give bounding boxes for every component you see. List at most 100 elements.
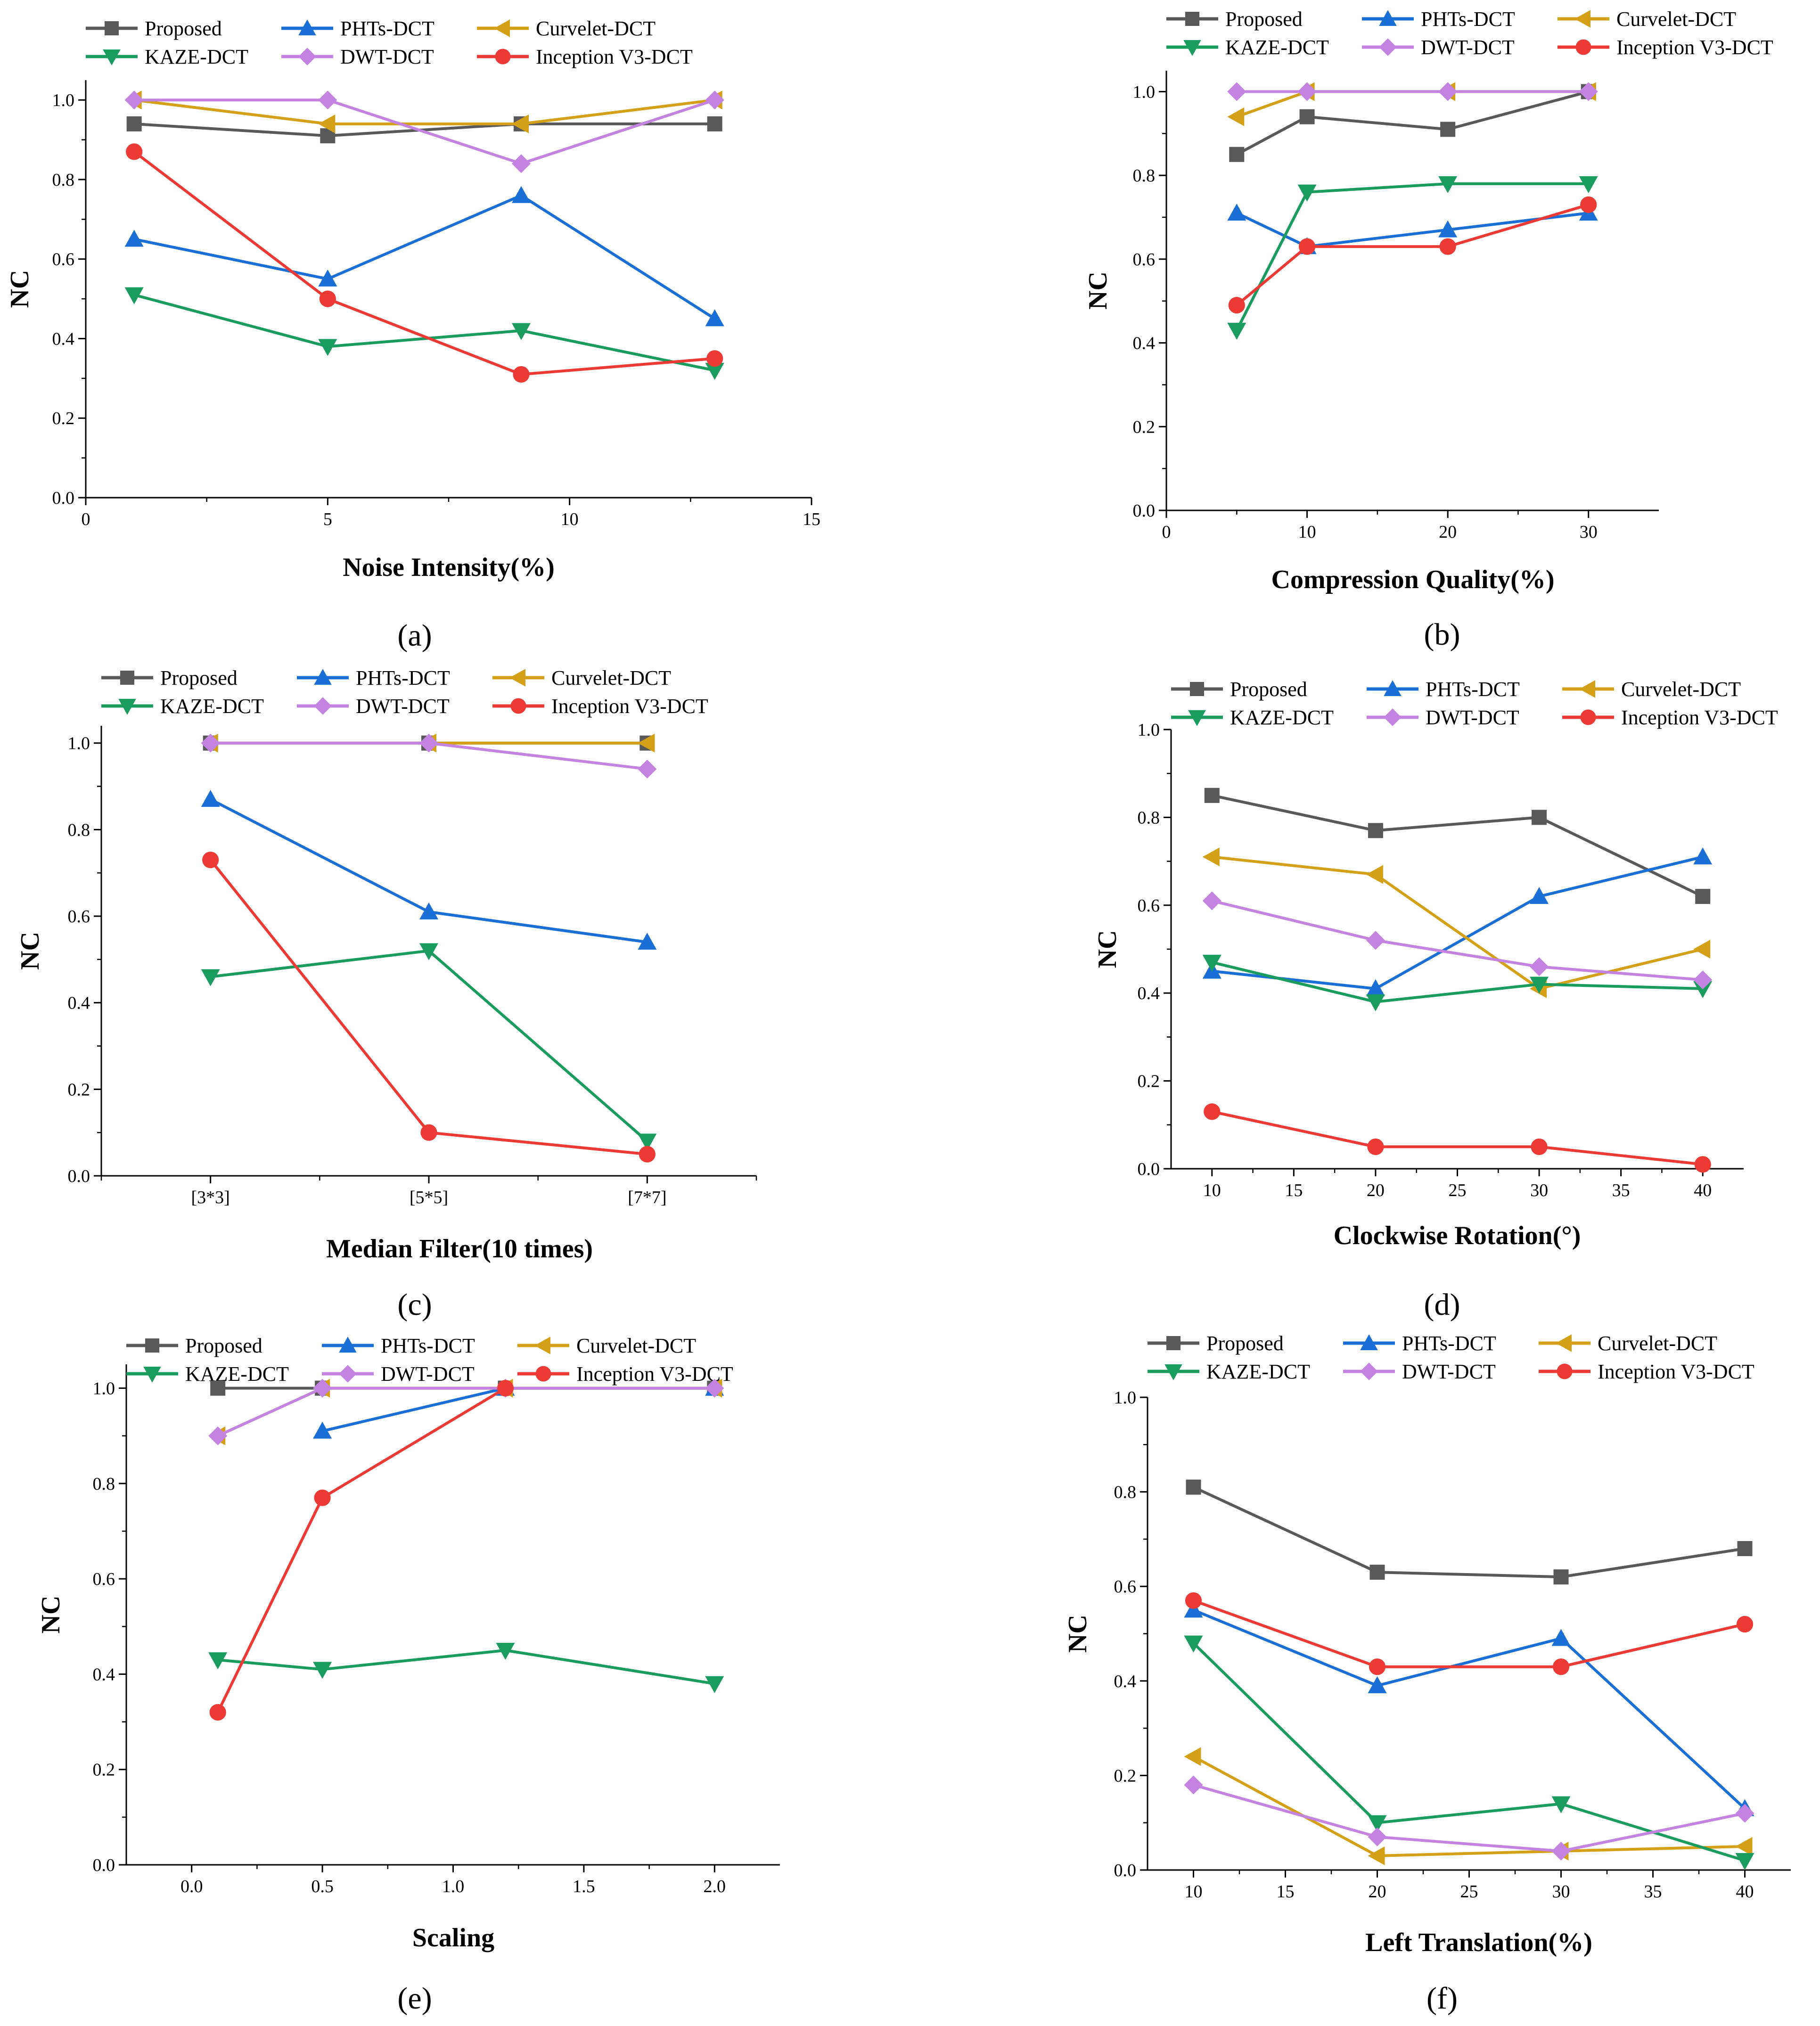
series-line [1212,961,1703,1003]
x-tick-label: 30 [1552,1882,1570,1902]
x-tick-label: 10 [561,509,579,529]
y-tick-label: 0.2 [1133,417,1156,437]
x-tick-label: 15 [1285,1181,1303,1200]
data-point [210,1380,226,1396]
legend-item-phts-dct: PHTs-DCT [281,17,435,40]
legend-label: PHTs-DCT [1402,1332,1496,1355]
data-point [1737,1541,1753,1556]
data-point [1530,976,1549,994]
data-point [638,1133,657,1151]
legend-marker [1580,709,1596,725]
x-tick-label: [5*5] [410,1188,448,1207]
data-point [705,1676,724,1693]
panel-caption: (f) [1426,1981,1458,2016]
y-tick-label: 0.4 [1138,984,1160,1003]
data-point [638,933,657,950]
y-tick-label: 0.2 [68,1080,90,1099]
x-tick-label: 15 [803,509,820,529]
data-point [1439,238,1456,255]
legend-marker [339,1365,357,1383]
legend-item-phts-dct: PHTs-DCT [322,1334,475,1357]
data-point [1532,810,1547,825]
data-point [1551,1841,1571,1861]
data-point [1531,1138,1548,1155]
x-tick-label: 10 [1185,1882,1203,1902]
data-point [1735,1804,1754,1823]
data-point [1297,82,1317,101]
legend-marker [143,1367,161,1383]
series-proposed [126,116,722,144]
legend-item-kaze-dct: KAZE-DCT [126,1362,289,1386]
legend-item-kaze-dct: KAZE-DCT [86,45,248,68]
data-point [1579,176,1598,193]
data-point [319,290,336,307]
data-point [1202,891,1222,910]
legend-label: PHTs-DCT [340,17,435,40]
data-point [124,230,144,247]
data-point [497,1379,514,1397]
legend-label: KAZE-DCT [1230,706,1334,729]
data-point [1202,954,1222,972]
legend-item-curvelet-dct: Curvelet-DCT [517,1334,696,1357]
chart-panel-c: 0.0 0.2 0.4 0.6 0.8 1.0 [3*3] [5*5] [7*7] Median … [16,666,757,1322]
legend-item-dwt-dct: DWT-DCT [297,695,450,718]
series-dwt-dct [1184,1775,1754,1861]
legend-label: Inception V3-DCT [536,45,693,68]
series-kaze-dct [208,1642,724,1693]
data-point [318,339,337,356]
data-point [124,90,144,110]
series-line [134,98,715,125]
legend-marker [1384,680,1402,696]
legend-item-curvelet-dct: Curvelet-DCT [1539,1332,1717,1355]
data-point [1553,1569,1569,1585]
legend-label: Curvelet-DCT [551,666,671,689]
series-inception-v3-dct [209,1379,514,1721]
data-point [512,323,531,340]
series-proposed [1186,1479,1753,1585]
x-tick-label: 35 [1644,1882,1662,1902]
legend-item-phts-dct: PHTs-DCT [1362,8,1515,31]
data-point [1185,1592,1202,1609]
data-point [1369,1565,1385,1580]
panel-caption: (b) [1424,617,1460,652]
data-point [1580,196,1597,213]
data-point [1228,297,1245,314]
legend-marker [105,21,119,35]
x-tick-label: 25 [1449,1181,1467,1200]
legend-item-inception-v3-dct: Inception V3-DCT [1558,36,1773,59]
chart-panel-f: 0.0 0.2 0.4 0.6 0.8 1.0 10 15 20 25 30 35 40 Left Tra… [1063,1332,1791,2016]
x-axis-title: Noise Intensity(%) [343,553,555,582]
y-tick-label: 0.4 [52,329,75,349]
y-tick-label: 0.6 [52,250,75,270]
legend-label: Inception V3-DCT [1621,706,1778,729]
legend-label: DWT-DCT [340,45,434,68]
legend-marker [1360,1334,1378,1350]
legend-item-curvelet-dct: Curvelet-DCT [1562,678,1741,701]
y-tick-label: 0.6 [1114,1577,1137,1597]
legend-item-inception-v3-dct: Inception V3-DCT [492,695,708,718]
series-line [133,150,715,376]
data-point [707,116,722,131]
data-point [496,1642,515,1660]
chart-panel-d: 0.0 0.2 0.4 0.6 0.8 1.0 10 15 20 25 30 35 40 Clockwis… [1093,678,1778,1322]
legend-item-inception-v3-dct: Inception V3-DCT [1562,706,1778,729]
y-tick-label: 0.2 [93,1760,115,1780]
data-point [705,362,724,380]
x-tick-label: [3*3] [191,1188,230,1207]
legend-item-curvelet-dct: Curvelet-DCT [492,666,671,689]
x-axis-title: Clockwise Rotation(°) [1334,1221,1581,1250]
data-point [1693,970,1713,990]
data-point [1184,1747,1201,1766]
y-tick-label: 0.2 [1114,1766,1137,1786]
legend-label: DWT-DCT [1402,1360,1496,1383]
y-tick-label: 0.0 [52,488,75,508]
x-axis-title: Left Translation(%) [1365,1928,1592,1957]
x-tick-label: 35 [1612,1181,1630,1200]
series-proposed [1204,787,1711,904]
legend-label: DWT-DCT [381,1362,475,1386]
legend-label: KAZE-DCT [185,1362,289,1386]
legend-marker [1188,710,1206,726]
data-point [512,186,531,203]
y-tick-label: 0.0 [1133,501,1156,521]
data-point [1366,994,1385,1011]
